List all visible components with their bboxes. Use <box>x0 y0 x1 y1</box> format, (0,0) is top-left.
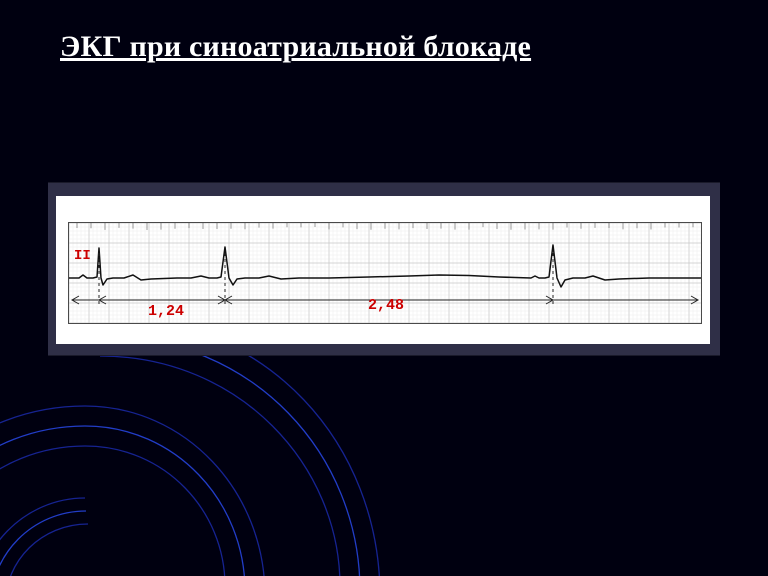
ecg-measurement-2: 2,48 <box>368 297 404 314</box>
slide-root: ЭКГ при синоатриальной блокаде II 1,24 2… <box>0 0 768 576</box>
ecg-measurement-1: 1,24 <box>148 303 184 320</box>
slide-title: ЭКГ при синоатриальной блокаде <box>60 30 531 64</box>
ecg-lead-label: II <box>74 248 91 264</box>
